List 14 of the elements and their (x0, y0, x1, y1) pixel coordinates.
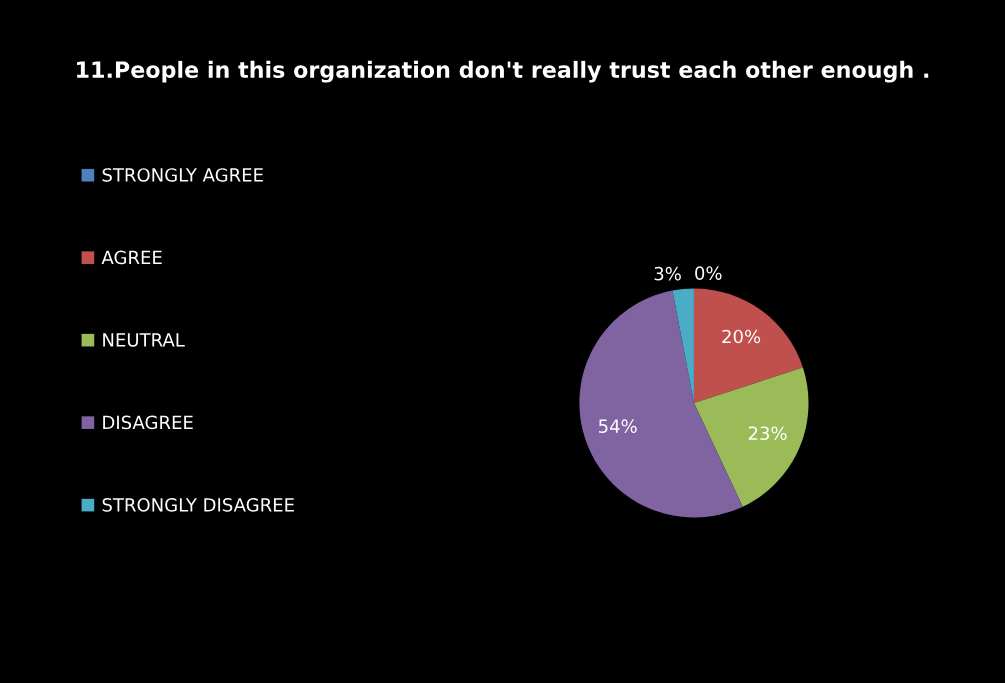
legend-label: STRONGLY DISAGREE (102, 498, 294, 512)
pie-slice (693, 288, 803, 403)
data-label: 20% (722, 329, 761, 344)
text: 0% (695, 266, 722, 280)
legend-label: STRONGLY AGREE (102, 168, 263, 182)
legend-label: DISAGREE (103, 415, 193, 430)
data-label: 3% (654, 266, 681, 281)
legend-label: NEUTRAL (103, 333, 185, 347)
pie-slice (693, 367, 809, 507)
pie-slice (672, 288, 694, 403)
data-label: 54% (599, 419, 637, 433)
legend-label: AGREE (101, 250, 162, 265)
chart-title: 11.People in this organization don't really trust each other enough . (77, 60, 929, 83)
data-label: 23% (748, 426, 787, 441)
